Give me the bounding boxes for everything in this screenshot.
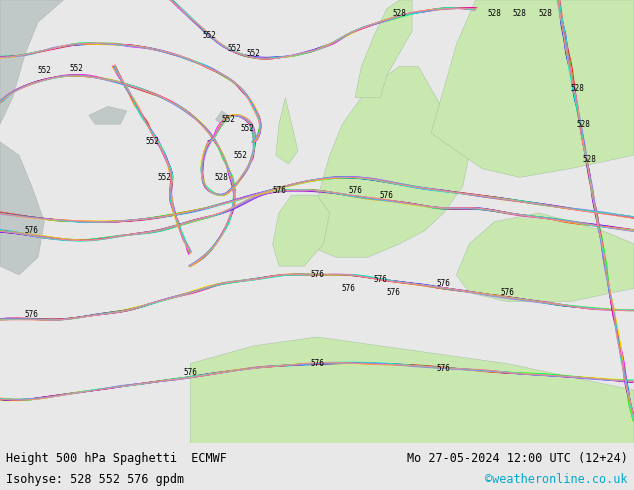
Text: ©weatheronline.co.uk: ©weatheronline.co.uk (485, 473, 628, 486)
Polygon shape (0, 0, 63, 124)
Text: 576: 576 (380, 191, 394, 199)
Text: 552: 552 (145, 137, 159, 147)
Text: 552: 552 (202, 31, 216, 40)
Text: 576: 576 (25, 310, 39, 319)
Text: 576: 576 (500, 288, 514, 297)
Text: 576: 576 (348, 186, 362, 195)
Text: 576: 576 (437, 279, 451, 288)
Text: 576: 576 (437, 364, 451, 372)
Text: 576: 576 (373, 275, 387, 284)
Text: 552: 552 (247, 49, 261, 58)
Polygon shape (431, 0, 634, 177)
Text: 528: 528 (513, 9, 527, 18)
Text: 552: 552 (37, 67, 51, 75)
Text: 552: 552 (69, 64, 83, 73)
Text: 576: 576 (310, 270, 324, 279)
Text: Height 500 hPa Spaghetti  ECMWF: Height 500 hPa Spaghetti ECMWF (6, 452, 227, 465)
Text: 528: 528 (488, 9, 501, 18)
Text: 576: 576 (25, 226, 39, 235)
Text: 576: 576 (272, 186, 286, 195)
Polygon shape (89, 106, 127, 124)
Text: 552: 552 (228, 44, 242, 53)
Text: 528: 528 (576, 120, 590, 129)
Text: 552: 552 (158, 173, 172, 182)
Text: 576: 576 (386, 288, 400, 297)
Text: Mo 27-05-2024 12:00 UTC (12+24): Mo 27-05-2024 12:00 UTC (12+24) (407, 452, 628, 465)
Polygon shape (456, 213, 634, 301)
Polygon shape (216, 111, 228, 124)
Polygon shape (276, 98, 298, 164)
Polygon shape (304, 67, 469, 257)
Polygon shape (273, 195, 330, 266)
Polygon shape (190, 337, 634, 443)
Text: 528: 528 (570, 84, 584, 93)
Polygon shape (355, 0, 412, 98)
Text: 528: 528 (215, 173, 229, 182)
Text: 576: 576 (183, 368, 197, 377)
Text: 552: 552 (240, 124, 254, 133)
Text: 528: 528 (583, 155, 597, 164)
Text: Isohyse: 528 552 576 gpdm: Isohyse: 528 552 576 gpdm (6, 473, 184, 486)
Polygon shape (0, 142, 44, 275)
Text: 552: 552 (234, 151, 248, 160)
Text: 576: 576 (310, 359, 324, 368)
Text: 552: 552 (221, 115, 235, 124)
Text: 528: 528 (538, 9, 552, 18)
Text: 576: 576 (342, 284, 356, 293)
Text: 528: 528 (392, 9, 406, 18)
